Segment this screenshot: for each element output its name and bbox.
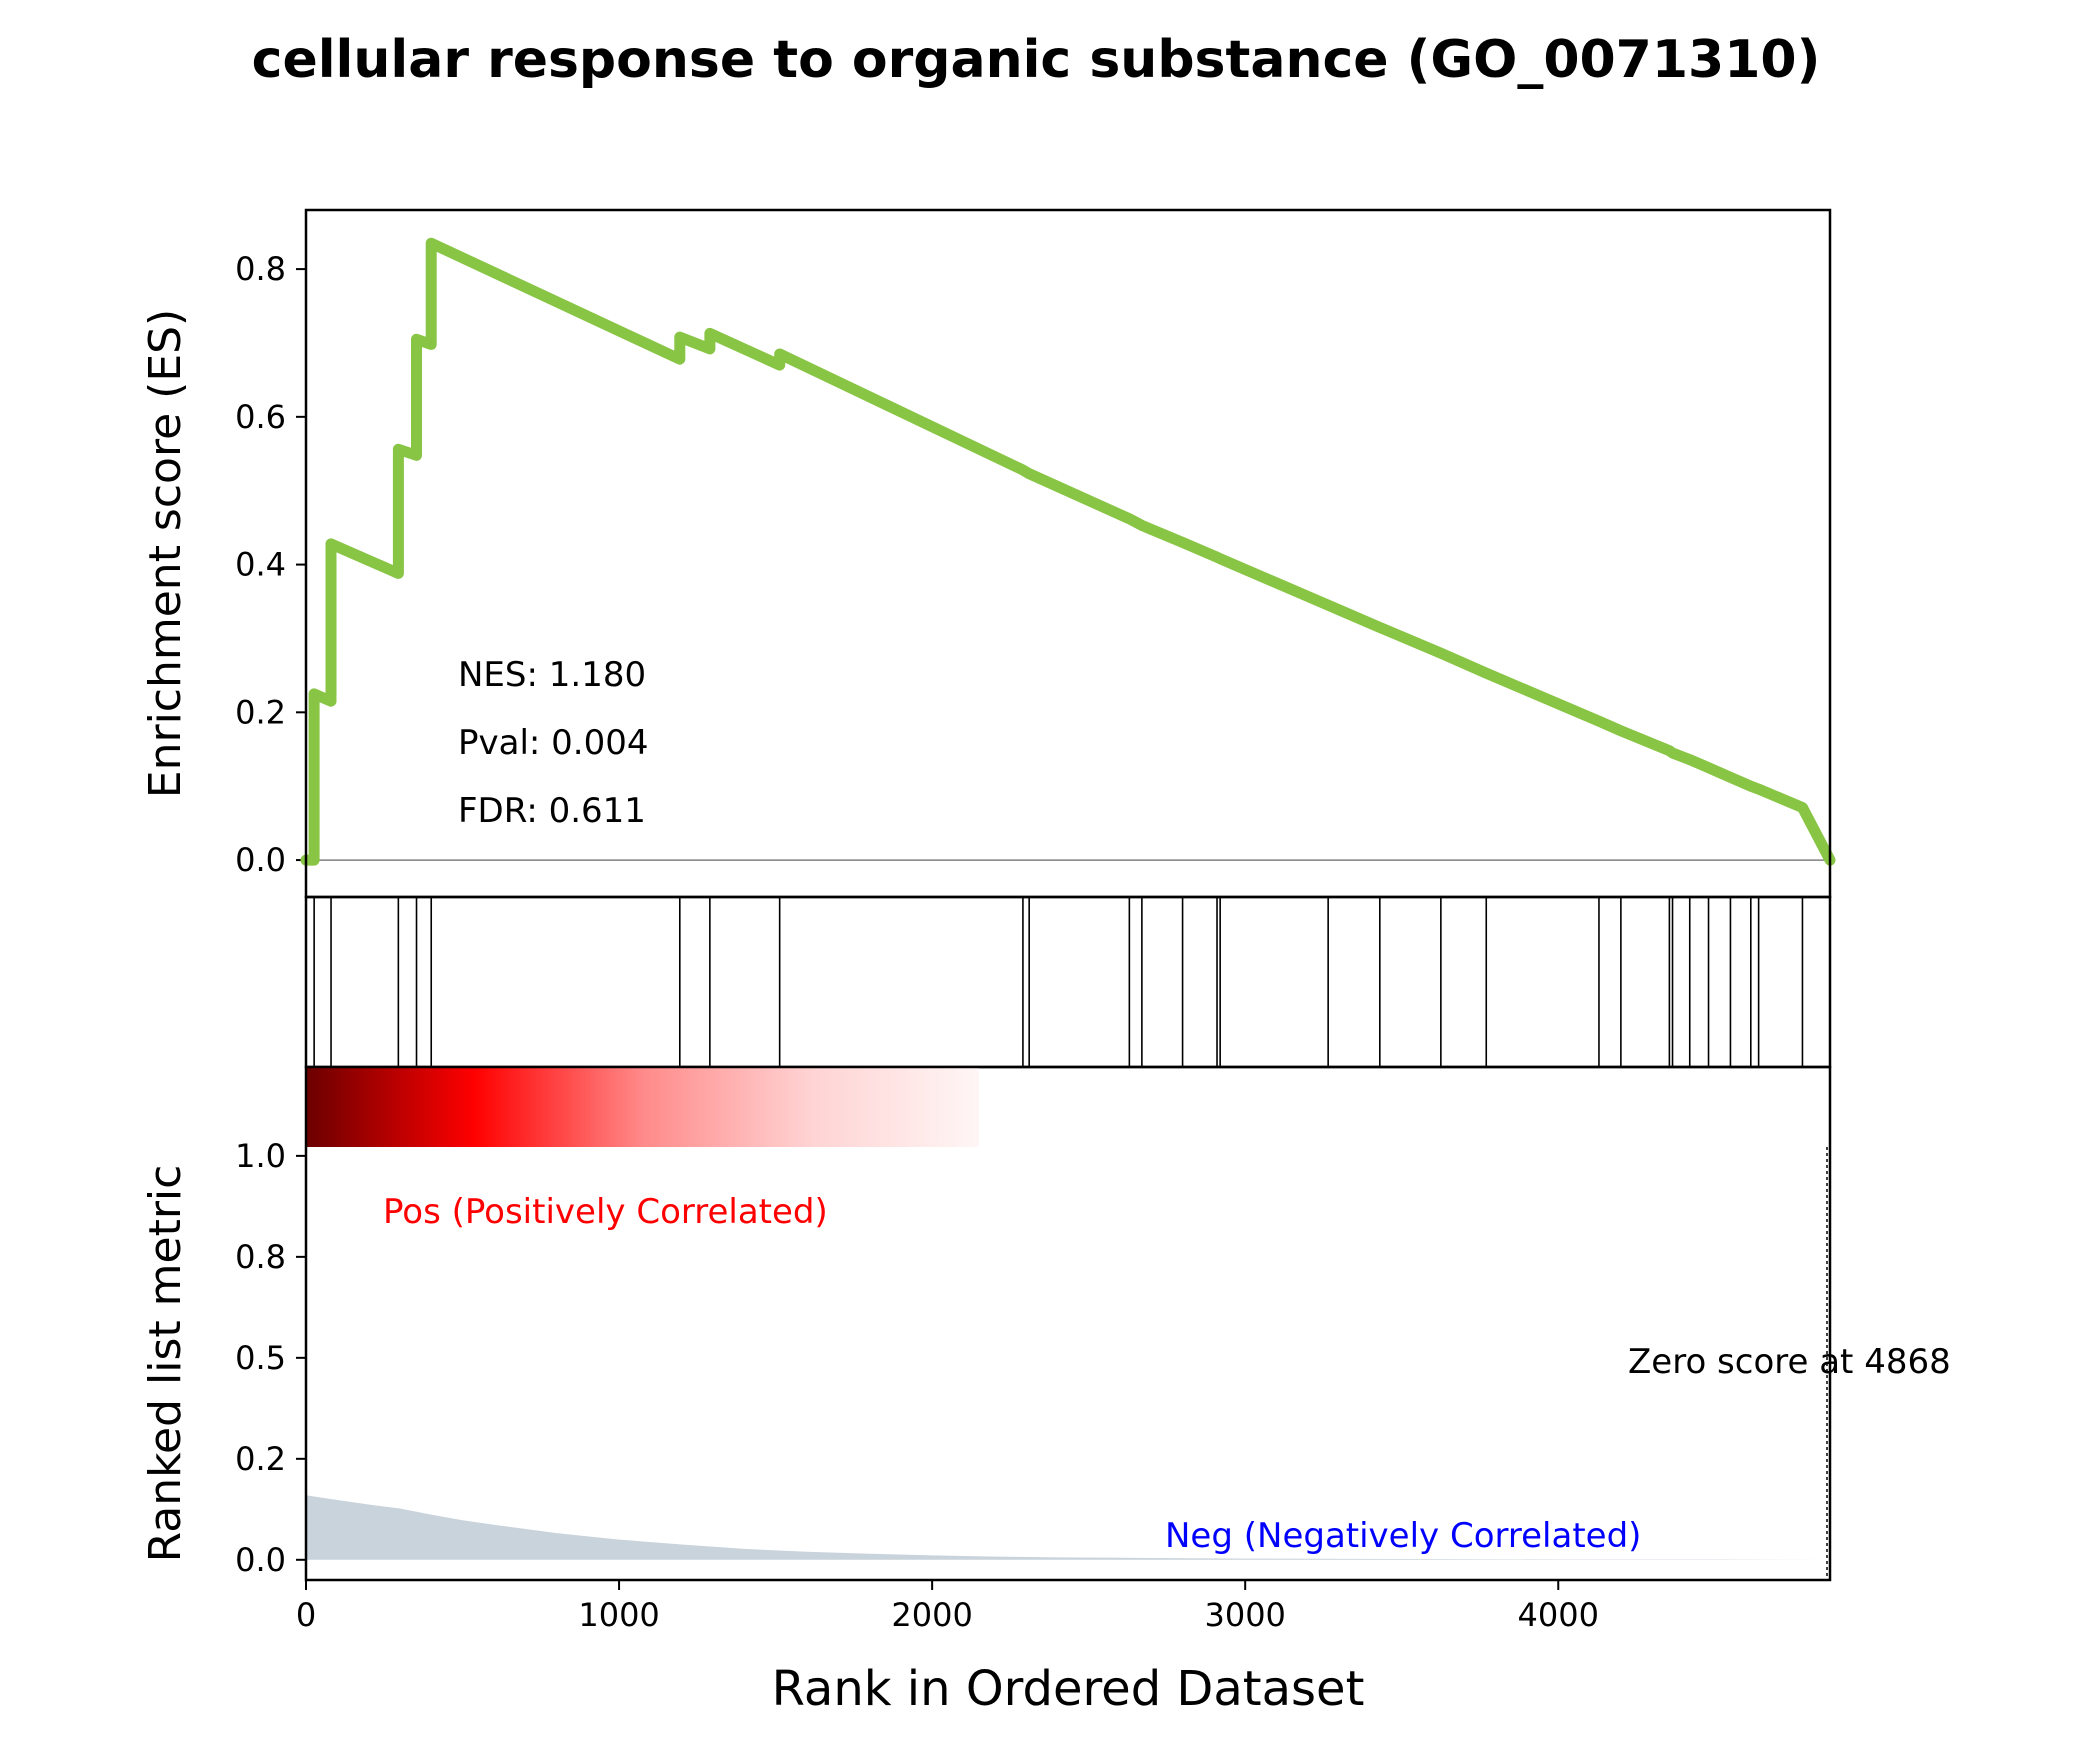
x-tick-label: 3000 [1204, 1596, 1285, 1634]
x-axis: 0 1000 2000 3000 4000 [296, 1580, 1599, 1634]
ranked-metric-area [306, 1495, 1830, 1560]
zero-score-label: Zero score at 4868 [1628, 1342, 1951, 1382]
es-y-tick-label: 0.8 [235, 250, 286, 288]
es-y-axis-label: Enrichment score (ES) [140, 309, 191, 798]
ranked-y-tick-label: 0.2 [235, 1440, 286, 1478]
ranked-panel-frame [304, 1065, 1832, 1582]
gene-hits-panel [304, 895, 1832, 1069]
hits-panel-frame [304, 895, 1832, 1069]
es-y-tick-label: 0.2 [235, 693, 286, 731]
x-axis-label: Rank in Ordered Dataset [772, 1661, 1365, 1717]
es-y-tick-label: 0.4 [235, 546, 286, 584]
ranked-y-axis: 0.0 0.2 0.5 0.8 1.0 [235, 1137, 306, 1579]
ranked-y-tick-label: 1.0 [235, 1137, 286, 1175]
chart-title: cellular response to organic substance (… [252, 30, 1821, 90]
pval-stat: Pval: 0.004 [458, 723, 649, 763]
nes-stat: NES: 1.180 [458, 655, 646, 695]
es-running-sum-line [300, 237, 1836, 866]
pos-correlated-label: Pos (Positively Correlated) [383, 1192, 828, 1232]
neg-correlated-label: Neg (Negatively Correlated) [1165, 1516, 1641, 1556]
ranked-y-axis-label: Ranked list metric [140, 1165, 191, 1563]
x-tick-label: 2000 [891, 1596, 972, 1634]
x-tick-label: 1000 [578, 1596, 659, 1634]
ranked-metric-panel: 0.0 0.2 0.5 0.8 1.0 Pos (Positively Correlat… [140, 1065, 1951, 1717]
ranked-y-tick-label: 0.5 [235, 1339, 286, 1377]
es-y-tick-label: 0.6 [235, 398, 286, 436]
ranked-y-tick-label: 0.8 [235, 1238, 286, 1276]
correlation-heatmap-bar [306, 1067, 980, 1147]
es-y-tick-label: 0.0 [235, 841, 286, 879]
x-tick-label: 0 [296, 1596, 316, 1634]
es-y-axis: 0.0 0.2 0.4 0.6 0.8 [235, 250, 306, 879]
fdr-stat: FDR: 0.611 [458, 791, 646, 831]
ranked-y-tick-label: 0.0 [235, 1541, 286, 1579]
hit-lines [313, 897, 1804, 1067]
enrichment-score-panel: 0.0 0.2 0.4 0.6 0.8 NES: 1.180 Pval: 0.004 F… [140, 208, 1836, 899]
x-tick-label: 4000 [1518, 1596, 1599, 1634]
